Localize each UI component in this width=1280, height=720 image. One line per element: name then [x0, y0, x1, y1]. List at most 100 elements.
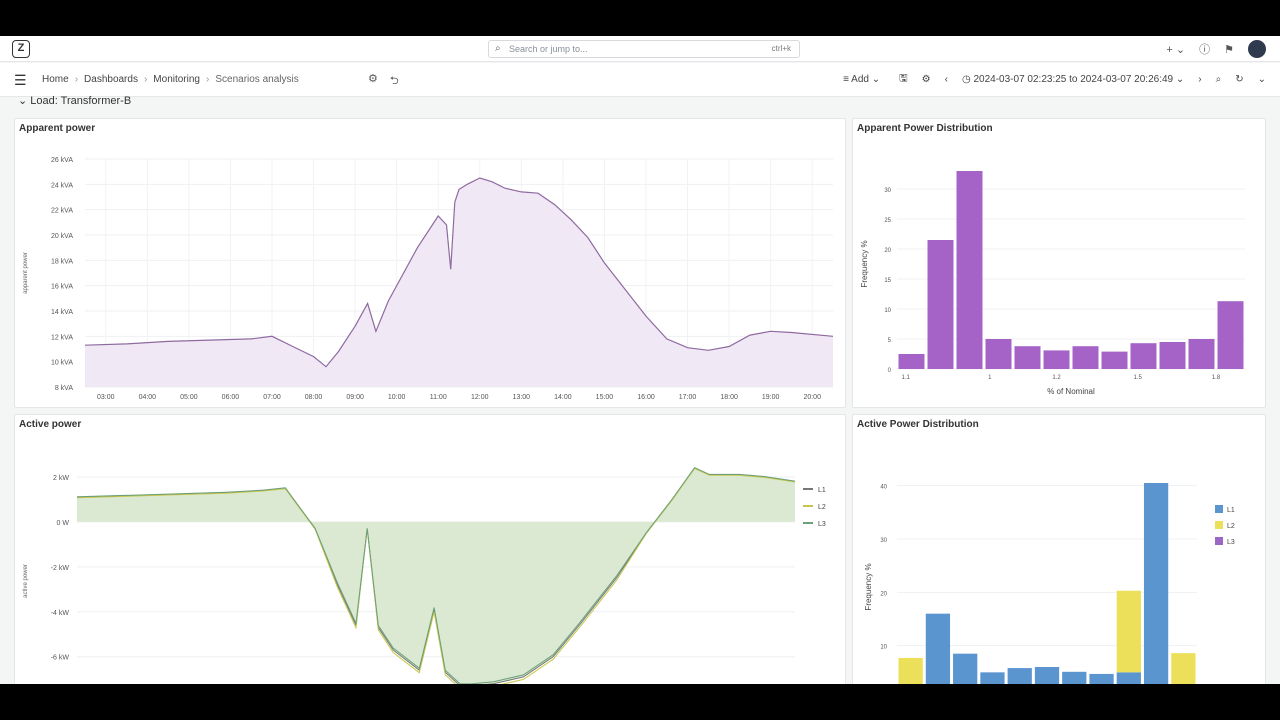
x-tick-label: 12:00: [471, 394, 489, 401]
panel-apparent-distribution[interactable]: Apparent Power Distribution 0 5 10 15 20 25 30…: [852, 118, 1266, 408]
breadcrumb-dashboards[interactable]: Dashboards: [84, 74, 138, 85]
series-line: [84, 177, 834, 368]
apparent-power-chart[interactable]: 8 kVA 10 kVA 12 kVA 14 kVA 16 kVA 18 kVA 20 kV…: [15, 119, 847, 409]
search-input[interactable]: ⌕ Search or jump to... ctrl+k: [488, 40, 800, 58]
add-panel-icon: ≡: [843, 74, 849, 85]
add-label: Add: [851, 74, 869, 85]
grafana-window: Z ⌕ Search or jump to... ctrl+k + ⌄ ⓘ ⚑ …: [0, 36, 1280, 684]
time-picker[interactable]: ◷ 2024-03-07 02:23:25 to 2024-03-07 20:2…: [962, 74, 1184, 85]
y-tick-label: 20: [880, 591, 887, 597]
histogram-bar-l1: [925, 613, 951, 684]
breadcrumb-separator: ›: [206, 74, 210, 85]
time-forward-icon[interactable]: ›: [1198, 74, 1202, 85]
x-tick-label: 11:00: [430, 394, 447, 401]
y-axis-label: apparent power: [23, 252, 29, 294]
clock-icon: ◷: [961, 74, 971, 85]
histogram-bar-l1: [1143, 483, 1169, 684]
x-tick-label: 10:00: [388, 394, 406, 401]
x-tick-label: 1.8: [1212, 375, 1221, 381]
breadcrumb-monitoring[interactable]: Monitoring: [153, 74, 200, 85]
x-tick-label: 1.1: [902, 375, 911, 381]
panel-title: Apparent Power Distribution: [857, 123, 993, 134]
y-tick-label: 40: [880, 485, 887, 491]
y-tick-label: -4 kW: [51, 610, 70, 617]
refresh-icon[interactable]: ↻: [1235, 74, 1244, 85]
histogram-bar-l2: [898, 657, 923, 684]
histogram-bar-l1: [1062, 671, 1087, 684]
histogram-bar: [1217, 301, 1244, 369]
y-tick-label: 30: [884, 188, 891, 194]
legend-label: L2: [1227, 523, 1235, 530]
grafana-logo-icon[interactable]: Z: [12, 40, 30, 58]
dashboard-title-actions: ⚙ ⮌: [368, 72, 399, 91]
y-tick-label: 0 W: [57, 520, 70, 527]
histogram-bar-l1: [1089, 673, 1114, 684]
row-title-label: Load: Transformer-B: [30, 95, 132, 107]
menu-icon[interactable]: ☰: [14, 72, 27, 88]
y-tick-label: 20 kVA: [51, 233, 73, 240]
x-tick-label: 05:00: [180, 394, 198, 401]
series-area: [77, 468, 795, 684]
y-tick-label: 22 kVA: [51, 208, 73, 215]
y-tick-label: 20: [884, 248, 891, 254]
histogram-bar: [898, 354, 925, 369]
chevron-down-icon[interactable]: ⌄: [1257, 74, 1266, 85]
x-tick-label: 08:00: [305, 394, 323, 401]
histogram-bar-l1: [980, 672, 1005, 684]
y-tick-label: 14 kVA: [51, 309, 73, 316]
x-tick-label: 04:00: [139, 394, 157, 401]
avatar[interactable]: [1248, 40, 1266, 58]
time-back-icon[interactable]: ‹: [944, 74, 948, 85]
histogram-bar: [1043, 350, 1070, 369]
plus-icon: +: [1166, 43, 1173, 56]
nav-bar: ☰ Home › Dashboards › Monitoring › Scena…: [0, 63, 1280, 97]
histogram-bar-l1: [1116, 672, 1141, 684]
histogram-bar: [1014, 346, 1041, 369]
panel-apparent-power[interactable]: Apparent power 8 kVA 10 kVA 12 kVA 14 kVA 16…: [14, 118, 846, 408]
zoom-out-icon[interactable]: ⌕: [1215, 74, 1222, 85]
x-tick-label: 16:00: [637, 394, 655, 401]
x-tick-label: 20:00: [803, 394, 821, 401]
panel-title: Active power: [19, 419, 82, 430]
breadcrumb-home[interactable]: Home: [42, 74, 69, 85]
top-right-actions: + ⌄ ⓘ ⚑: [1166, 40, 1266, 58]
x-tick-label: 1: [988, 375, 992, 381]
x-tick-label: 1.5: [1134, 375, 1143, 381]
histogram-bar: [985, 339, 1012, 369]
y-tick-label: 24 kVA: [51, 182, 73, 189]
y-tick-label: 16 kVA: [51, 284, 73, 291]
time-range-label: 2024-03-07 02:23:25 to 2024-03-07 20:26:…: [973, 74, 1174, 85]
y-axis-label: Frequency %: [864, 563, 873, 610]
y-tick-label: -6 kW: [51, 655, 70, 662]
y-tick-label: 30: [880, 538, 887, 544]
legend-swatch: [1215, 505, 1223, 513]
share-icon[interactable]: ⮌: [389, 75, 399, 87]
x-tick-label: 07:00: [263, 394, 281, 401]
histogram-bar-l1: [1007, 668, 1032, 684]
series-area: [85, 178, 833, 387]
apparent-distribution-chart[interactable]: 0 5 10 15 20 25 30 1.1 1 1.2 1.5 1.8 % of Nominal Fre…: [853, 119, 1267, 409]
histogram-bar: [1188, 339, 1215, 369]
add-button[interactable]: ≡ Add ⌄: [838, 72, 885, 87]
histogram-bar-l2: [1116, 590, 1141, 673]
settings-icon[interactable]: ⚙: [368, 73, 378, 85]
search-placeholder: Search or jump to...: [509, 44, 588, 54]
panel-active-distribution[interactable]: Active Power Distribution 010203040-10-8…: [852, 414, 1266, 684]
panel-active-power[interactable]: Active power 2 kW0 W-2 kW-4 kW-6 kW-8 kW…: [14, 414, 846, 684]
top-bar: Z ⌕ Search or jump to... ctrl+k + ⌄ ⓘ ⚑: [0, 36, 1280, 62]
new-button[interactable]: + ⌄: [1166, 43, 1185, 56]
breadcrumb-separator: ›: [143, 74, 148, 85]
row-title[interactable]: ⌄ Load: Transformer-B: [18, 95, 132, 107]
chevron-down-icon: ⌄: [1175, 43, 1186, 56]
gear-icon[interactable]: ⚙: [921, 74, 931, 85]
x-tick-label: 1.2: [1052, 375, 1061, 381]
help-icon[interactable]: ⓘ: [1199, 44, 1211, 56]
breadcrumb: Home › Dashboards › Monitoring › Scenari…: [42, 74, 299, 85]
save-icon[interactable]: 🖫: [899, 73, 908, 84]
news-icon[interactable]: ⚑: [1224, 43, 1234, 56]
chevron-down-icon: ⌄: [1175, 74, 1185, 85]
y-axis-label: active power: [23, 564, 29, 598]
histogram-bar: [927, 240, 954, 369]
